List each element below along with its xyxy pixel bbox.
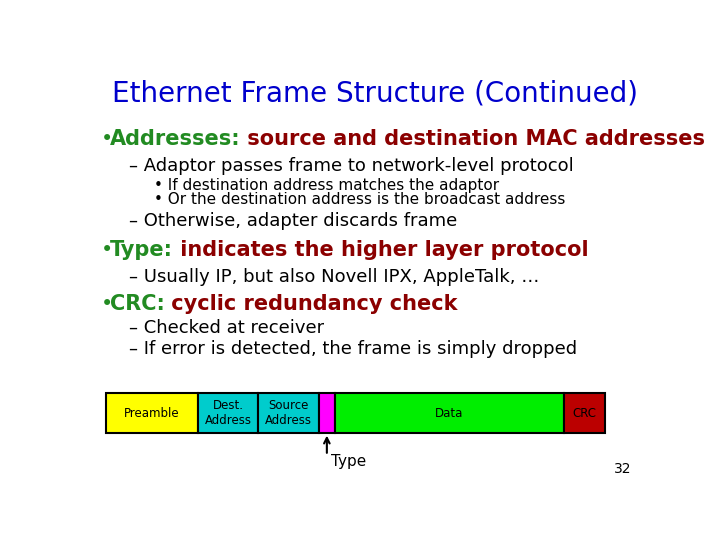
Text: – Usually IP, but also Novell IPX, AppleTalk, …: – Usually IP, but also Novell IPX, Apple… xyxy=(129,268,539,286)
Bar xyxy=(258,393,319,433)
Text: cyclic redundancy check: cyclic redundancy check xyxy=(164,294,458,314)
Text: • If destination address matches the adaptor: • If destination address matches the ada… xyxy=(154,178,499,193)
Text: • Or the destination address is the broadcast address: • Or the destination address is the broa… xyxy=(154,192,565,207)
Bar xyxy=(198,393,258,433)
Text: •: • xyxy=(101,294,114,314)
Text: – Otherwise, adapter discards frame: – Otherwise, adapter discards frame xyxy=(129,212,457,231)
Text: – Adaptor passes frame to network-level protocol: – Adaptor passes frame to network-level … xyxy=(129,157,574,175)
Text: source and destination MAC addresses: source and destination MAC addresses xyxy=(240,129,705,149)
Text: Source
Address: Source Address xyxy=(265,399,312,427)
Text: – Checked at receiver: – Checked at receiver xyxy=(129,319,324,338)
Bar xyxy=(564,393,605,433)
Text: CRC:: CRC: xyxy=(109,294,164,314)
Text: 32: 32 xyxy=(613,462,631,476)
Bar xyxy=(106,393,198,433)
Text: Data: Data xyxy=(435,407,464,420)
Text: Type:: Type: xyxy=(109,240,173,260)
Text: Ethernet Frame Structure (Continued): Ethernet Frame Structure (Continued) xyxy=(112,79,639,107)
Text: •: • xyxy=(101,129,114,149)
Bar xyxy=(319,393,335,433)
Text: CRC: CRC xyxy=(572,407,596,420)
Text: Addresses:: Addresses: xyxy=(109,129,240,149)
Text: indicates the higher layer protocol: indicates the higher layer protocol xyxy=(173,240,588,260)
Text: – If error is detected, the frame is simply dropped: – If error is detected, the frame is sim… xyxy=(129,340,577,358)
Text: Dest.
Address: Dest. Address xyxy=(204,399,251,427)
Bar xyxy=(335,393,564,433)
Text: Type: Type xyxy=(331,454,366,469)
Text: Preamble: Preamble xyxy=(124,407,179,420)
Text: •: • xyxy=(101,240,114,260)
